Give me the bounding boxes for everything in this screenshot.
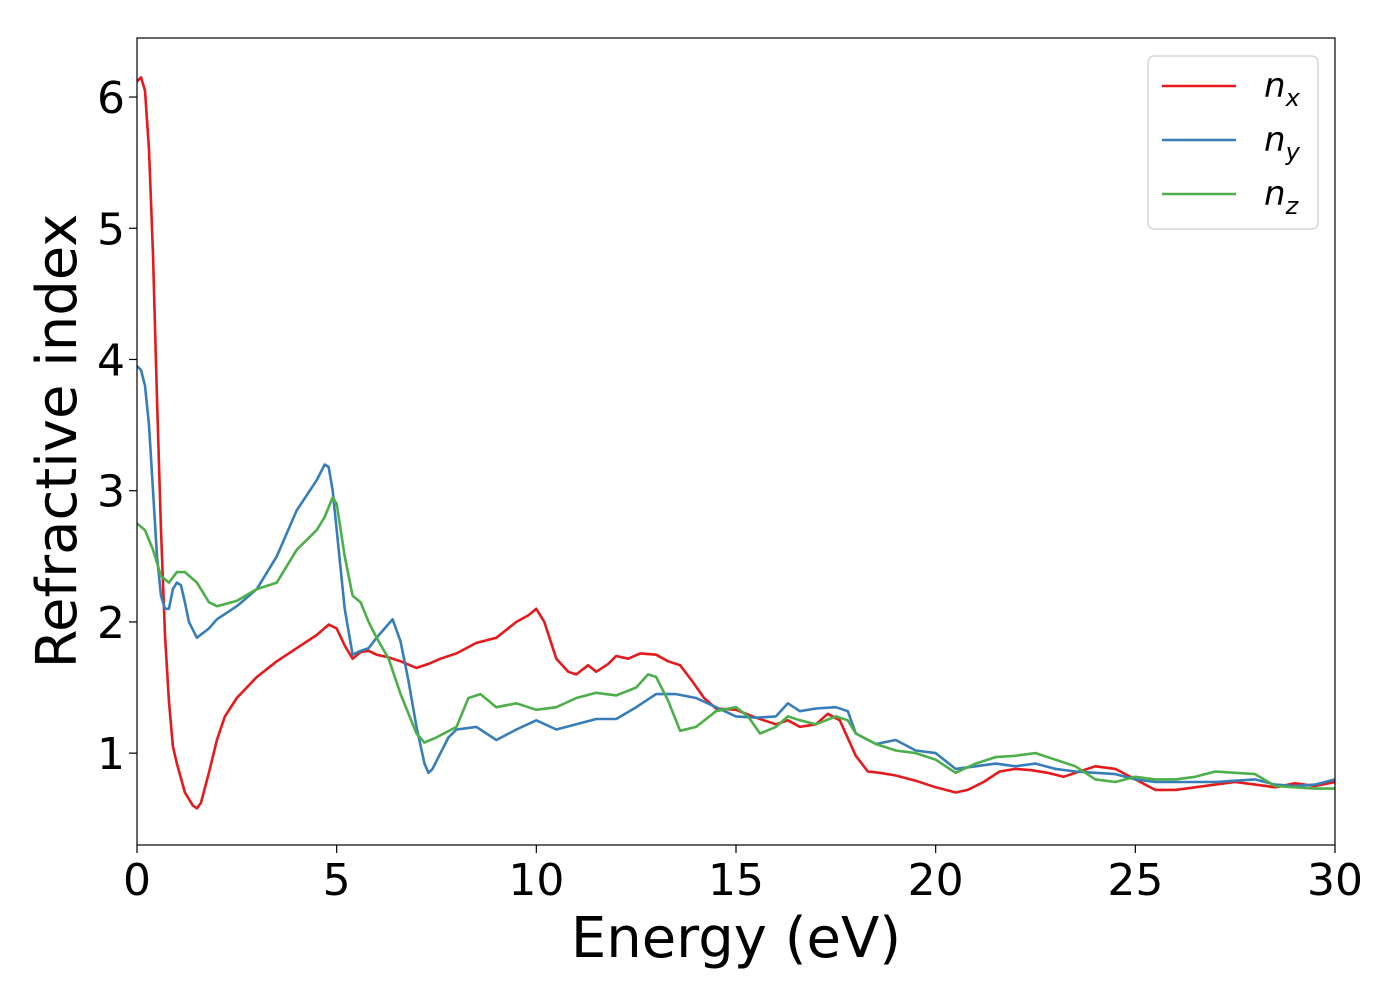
x-tick-label: 10 xyxy=(508,855,564,906)
y-tick-label: 3 xyxy=(97,467,125,518)
legend-label-n-x: nx xyxy=(1264,66,1301,112)
series-line-n-y xyxy=(137,364,1335,788)
legend-box xyxy=(1147,55,1319,230)
x-tick-label: 5 xyxy=(323,855,351,906)
legend-label-n-z: nz xyxy=(1264,174,1300,220)
x-tick-label: 0 xyxy=(123,855,151,906)
series-layer xyxy=(137,76,1335,810)
y-tick-label: 4 xyxy=(97,335,125,386)
series-line-n-x xyxy=(137,76,1335,810)
y-tick-label: 2 xyxy=(97,598,125,649)
y-tick-label: 1 xyxy=(97,729,125,780)
x-tick-label: 30 xyxy=(1307,855,1363,906)
x-axis-title: Energy (eV) xyxy=(571,906,901,971)
y-axis-title: Refractive index xyxy=(25,214,90,669)
x-tick-label: 15 xyxy=(708,855,764,906)
x-tick-label: 25 xyxy=(1107,855,1163,906)
series-line-n-z xyxy=(137,496,1335,790)
legend: nx ny nz xyxy=(1147,55,1319,230)
legend-label-n-y: ny xyxy=(1264,120,1301,166)
y-tick-label: 6 xyxy=(97,73,125,124)
y-tick-label: 5 xyxy=(97,204,125,255)
y-axis-ticks: 1 2 3 4 5 6 xyxy=(97,73,137,780)
x-tick-label: 20 xyxy=(908,855,964,906)
x-axis-ticks: 0 5 10 15 20 25 30 xyxy=(123,845,1363,906)
